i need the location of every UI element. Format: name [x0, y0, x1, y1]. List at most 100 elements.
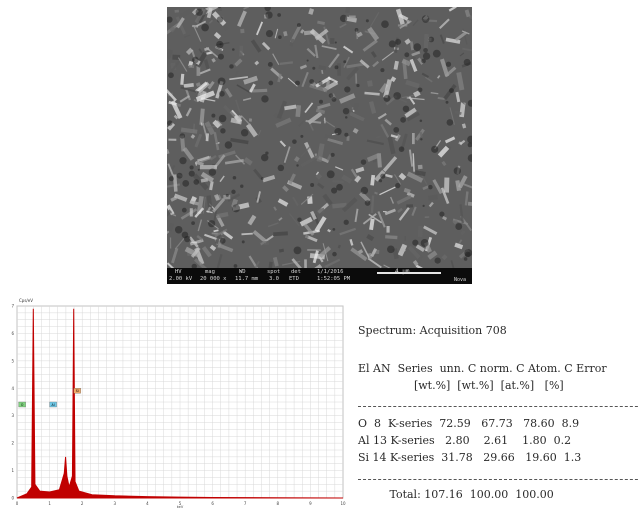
- sem-flake: [417, 57, 424, 65]
- sem-flake: [180, 73, 185, 85]
- sem-flake: [275, 117, 292, 128]
- sem-pore: [268, 80, 274, 86]
- sem-flake: [406, 204, 414, 208]
- sem-flake: [214, 232, 222, 244]
- sem-flake: [190, 247, 201, 258]
- y-tick-label: 2: [11, 441, 14, 446]
- sem-flake: [188, 64, 195, 69]
- sem-pore: [343, 219, 349, 225]
- table-header-row-1: El AN Series unn. C norm. C Atom. C Erro…: [358, 362, 607, 375]
- sem-flake: [213, 32, 222, 40]
- sem-pore: [224, 141, 233, 149]
- sem-flake: [454, 110, 462, 116]
- sem-flake: [272, 256, 279, 267]
- sem-flake: [459, 52, 465, 57]
- sem-flake: [167, 122, 176, 131]
- sem-time: 1:52:05 PM: [317, 276, 351, 282]
- sem-flake: [372, 60, 380, 68]
- sem-pore: [217, 53, 224, 60]
- sem-flake: [272, 53, 280, 66]
- sem-flake: [327, 228, 331, 233]
- sem-flake: [323, 119, 336, 128]
- sem-flake: [438, 18, 450, 30]
- sem-pore: [310, 182, 315, 188]
- sem-flake: [449, 107, 455, 125]
- sem-flake: [315, 171, 320, 176]
- sem-pore: [232, 48, 235, 51]
- sem-flake: [174, 238, 185, 250]
- sem-flake: [379, 186, 396, 196]
- sem-flake: [254, 60, 260, 66]
- sem-flake: [278, 248, 285, 253]
- sem-flake: [284, 104, 297, 111]
- sem-flake: [368, 213, 383, 224]
- sem-flake: [339, 23, 347, 29]
- sem-flake: [397, 207, 403, 214]
- sem-flake: [383, 264, 395, 268]
- sem-flake: [242, 97, 252, 102]
- sem-pore: [467, 99, 472, 107]
- sem-flake: [396, 194, 412, 205]
- sem-flake: [193, 26, 202, 42]
- sem-pore: [467, 135, 472, 144]
- sem-flake: [317, 102, 331, 110]
- sem-flake: [300, 145, 311, 158]
- sem-pore: [265, 151, 269, 155]
- sem-flake: [250, 39, 262, 53]
- sem-pore: [233, 264, 238, 268]
- sem-flake: [261, 41, 271, 51]
- sem-flake: [180, 86, 199, 94]
- sem-scale-bar: [377, 272, 441, 274]
- sem-flake: [204, 121, 216, 136]
- sem-flake: [207, 80, 215, 90]
- sem-pore: [449, 88, 455, 94]
- sem-flake: [312, 250, 319, 264]
- sem-pore: [422, 204, 425, 208]
- sem-flake: [437, 145, 450, 158]
- sem-pore: [309, 79, 315, 84]
- sem-pore: [277, 13, 281, 17]
- sem-flake: [196, 235, 204, 241]
- sem-spot-value: 3.0: [269, 276, 279, 282]
- sem-pore: [318, 81, 323, 86]
- sem-pore: [195, 8, 203, 16]
- sem-flake: [370, 195, 375, 214]
- sem-pore: [455, 223, 463, 230]
- sem-pore: [334, 128, 342, 136]
- sem-flake: [398, 172, 407, 181]
- sem-flake: [346, 62, 366, 69]
- sem-pore: [344, 116, 348, 119]
- sem-flake: [276, 100, 288, 119]
- sem-pore: [446, 119, 454, 126]
- sem-flake: [300, 29, 305, 34]
- sem-flake: [243, 7, 250, 10]
- sem-pore: [182, 179, 190, 187]
- sem-flake: [390, 196, 395, 204]
- sem-flake: [366, 233, 375, 242]
- sem-flake: [194, 161, 198, 166]
- sem-texture: [167, 7, 472, 268]
- sem-flake: [430, 92, 439, 95]
- sem-flake: [387, 135, 396, 155]
- sem-date: 1/1/2016: [317, 269, 344, 275]
- sem-flake: [394, 134, 401, 142]
- sem-flake: [194, 207, 205, 218]
- sem-pore: [179, 157, 187, 165]
- peak-marker-label: Al: [52, 403, 55, 407]
- sem-flake: [411, 51, 421, 57]
- table-divider-top: [358, 406, 638, 407]
- sem-flake: [442, 215, 448, 221]
- sem-flake: [339, 227, 357, 236]
- sem-flake: [444, 136, 456, 144]
- sem-flake: [179, 95, 190, 103]
- sem-flake: [337, 63, 342, 76]
- sem-flake: [369, 11, 380, 28]
- sem-flake: [219, 175, 225, 183]
- sem-flake: [194, 81, 208, 93]
- sem-flake: [170, 60, 181, 73]
- sem-pore: [417, 87, 423, 93]
- sem-flake: [401, 94, 414, 99]
- sem-flake: [253, 168, 263, 180]
- sem-flake: [237, 10, 247, 28]
- y-tick-label: 6: [11, 331, 14, 336]
